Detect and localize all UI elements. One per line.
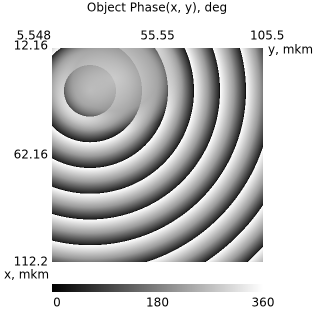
colorbar-tick-label: 0 — [53, 296, 61, 310]
x-tick-label: 105.5 — [250, 29, 284, 43]
x-axis-label: y, mkm — [268, 43, 313, 57]
y-axis-label: x, mkm — [4, 268, 49, 282]
chart: Object Phase(x, y), deg y, mkm x, mkm 5.… — [0, 0, 325, 311]
chart-title: Object Phase(x, y), deg — [87, 1, 227, 15]
page: {"chart_data": {"type": "image", "title"… — [0, 0, 325, 311]
y-tick-label: 112.2 — [14, 255, 48, 269]
colorbar-tick-label: 360 — [252, 296, 275, 310]
colorbar — [52, 284, 263, 292]
x-tick-label: 55.55 — [140, 29, 174, 43]
colorbar-tick-label: 180 — [146, 296, 169, 310]
y-tick-label: 12.16 — [14, 39, 48, 53]
y-tick-label: 62.16 — [14, 147, 48, 161]
